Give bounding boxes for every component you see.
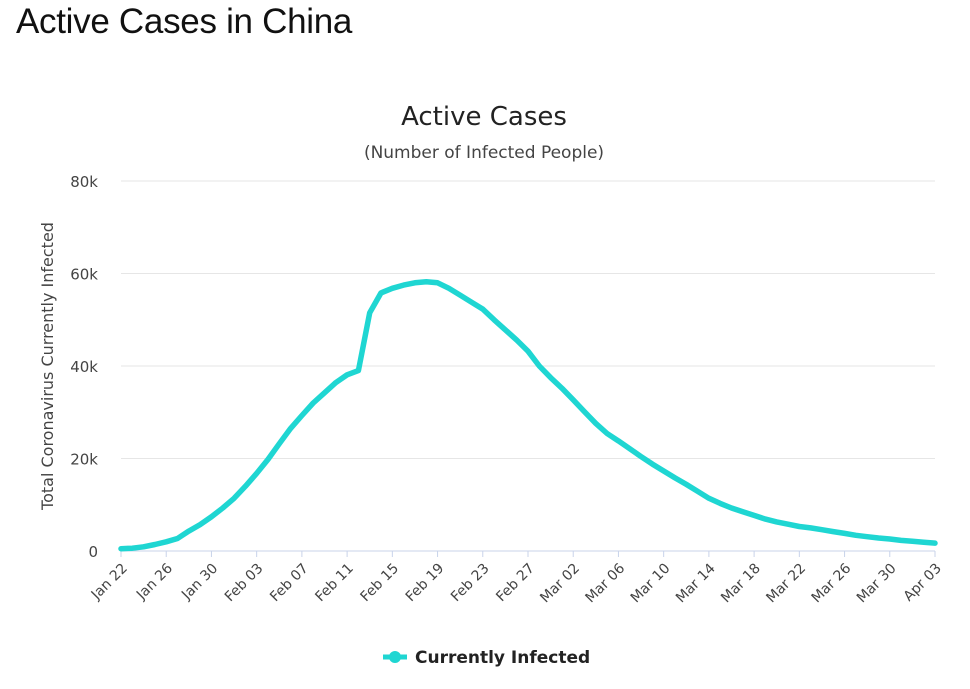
y-tick-label: 80k xyxy=(70,173,98,191)
y-tick-label: 40k xyxy=(70,358,98,376)
x-tick-label: Jan 26 xyxy=(133,560,176,603)
x-tick-label: Apr 03 xyxy=(901,561,945,605)
x-tick-label: Feb 15 xyxy=(358,561,403,606)
x-tick-label: Mar 22 xyxy=(763,561,809,607)
x-axis-ticks: Jan 22 Jan 26 Jan 30 Feb 03 Feb 07 Feb 11 Feb … xyxy=(88,551,945,606)
x-tick-label: Mar 26 xyxy=(809,560,855,606)
y-tick-label: 0 xyxy=(88,543,98,561)
y-tick-label: 60k xyxy=(70,266,98,284)
x-tick-label: Mar 14 xyxy=(673,560,719,606)
legend-marker-icon xyxy=(389,651,401,663)
y-tick-label: 20k xyxy=(70,451,98,469)
x-tick-label: Mar 10 xyxy=(628,561,674,607)
x-tick-label: Jan 22 xyxy=(88,561,131,604)
x-tick-label: Feb 27 xyxy=(493,561,538,606)
x-tick-label: Feb 03 xyxy=(222,561,267,606)
x-tick-label: Jan 30 xyxy=(178,561,221,604)
legend[interactable]: Currently Infected xyxy=(383,648,590,668)
series-layer xyxy=(118,279,938,552)
legend-item-currently-infected[interactable]: Currently Infected xyxy=(415,648,590,668)
chart-title: Active Cases xyxy=(401,102,567,132)
x-tick-label: Mar 30 xyxy=(854,561,900,607)
x-tick-label: Mar 06 xyxy=(583,560,629,606)
page-heading: Active Cases in China xyxy=(16,2,353,41)
x-tick-label: Mar 02 xyxy=(537,561,583,607)
x-tick-label: Feb 07 xyxy=(267,561,312,606)
chart-subtitle: (Number of Infected People) xyxy=(364,143,604,163)
x-tick-label: Feb 11 xyxy=(312,561,357,606)
x-tick-label: Feb 23 xyxy=(448,561,493,606)
gridlines xyxy=(121,180,935,552)
y-axis-title: Total Coronavirus Currently Infected xyxy=(38,222,57,511)
x-tick-label: Feb 19 xyxy=(403,561,448,606)
x-tick-label: Mar 18 xyxy=(718,561,764,607)
y-axis-ticks: 0 20k 40k 60k 80k xyxy=(70,173,98,561)
series-line-currently-infected xyxy=(118,279,938,552)
